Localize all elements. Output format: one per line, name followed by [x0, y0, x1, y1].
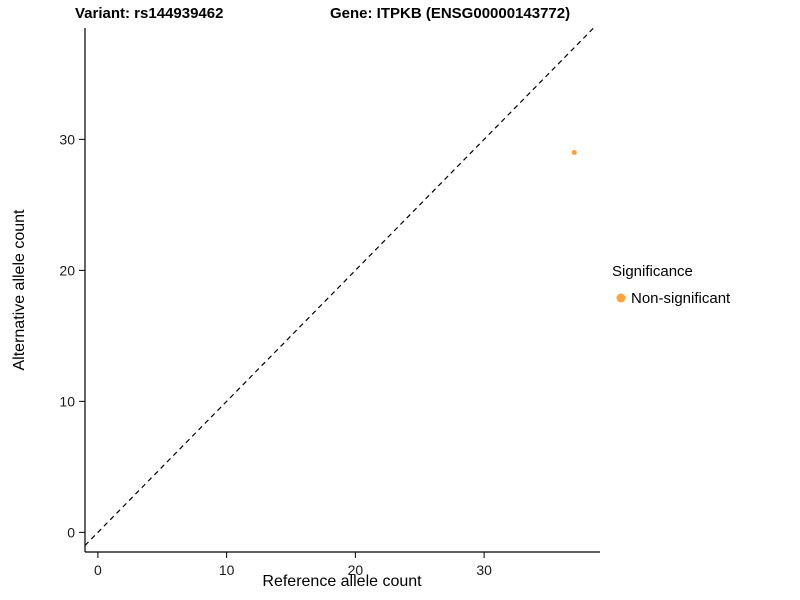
- legend-point-icon: [616, 293, 626, 303]
- y-axis-label: Alternative allele count: [11, 209, 28, 371]
- legend: Significance Non-significant: [612, 263, 731, 307]
- y-axis-ticks: 0 10 20 30: [59, 131, 85, 540]
- y-tick-label: 0: [67, 524, 75, 540]
- plot-title-gene: Gene: ITPKB (ENSG00000143772): [330, 5, 570, 22]
- x-tick-label: 20: [348, 562, 364, 578]
- identity-dashed-line: [84, 27, 594, 546]
- y-tick-label: 20: [59, 262, 75, 278]
- y-tick-label: 30: [59, 131, 75, 147]
- identity-line: [84, 27, 594, 546]
- x-axis-label: Reference allele count: [262, 573, 422, 590]
- x-axis-ticks: 0 10 20 30: [94, 552, 492, 578]
- data-points: [571, 149, 577, 156]
- x-tick-label: 10: [219, 562, 235, 578]
- plot-title-variant: Variant: rs144939462: [75, 5, 223, 22]
- x-tick-label: 0: [94, 562, 102, 578]
- scatter-point: [571, 149, 577, 156]
- y-tick-label: 10: [59, 393, 75, 409]
- plot-panel: [85, 28, 600, 552]
- legend-title: Significance: [612, 263, 693, 280]
- legend-entry-label: Non-significant: [631, 290, 731, 307]
- x-tick-label: 30: [476, 562, 492, 578]
